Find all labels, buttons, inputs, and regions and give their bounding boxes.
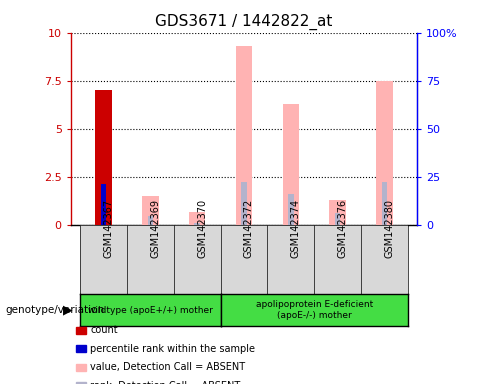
Bar xyxy=(95,90,112,225)
Text: ▶: ▶ xyxy=(62,304,72,316)
Text: GSM142370: GSM142370 xyxy=(197,199,207,258)
Text: value, Detection Call = ABSENT: value, Detection Call = ABSENT xyxy=(90,362,245,372)
Bar xyxy=(288,192,294,225)
Bar xyxy=(376,81,393,225)
Bar xyxy=(194,223,200,225)
Bar xyxy=(189,212,205,225)
Bar xyxy=(241,182,247,225)
Text: rank, Detection Call = ABSENT: rank, Detection Call = ABSENT xyxy=(90,381,241,384)
Text: GSM142369: GSM142369 xyxy=(150,199,161,258)
Text: count: count xyxy=(90,325,118,335)
Text: GSM142367: GSM142367 xyxy=(103,199,114,258)
Text: wildtype (apoE+/+) mother: wildtype (apoE+/+) mother xyxy=(88,306,213,314)
Text: GSM142372: GSM142372 xyxy=(244,199,254,258)
Bar xyxy=(329,200,346,225)
Text: GSM142380: GSM142380 xyxy=(385,199,394,258)
Bar xyxy=(101,184,106,225)
Bar xyxy=(142,196,159,225)
Text: apolipoprotein E-deficient
(apoE-/-) mother: apolipoprotein E-deficient (apoE-/-) mot… xyxy=(256,300,373,320)
Bar xyxy=(236,46,252,225)
Title: GDS3671 / 1442822_at: GDS3671 / 1442822_at xyxy=(155,14,333,30)
Bar xyxy=(382,182,387,225)
Bar xyxy=(241,182,247,225)
Text: genotype/variation: genotype/variation xyxy=(5,305,104,315)
Bar xyxy=(288,194,294,225)
Text: percentile rank within the sample: percentile rank within the sample xyxy=(90,344,255,354)
Bar xyxy=(147,216,153,225)
Bar xyxy=(283,104,299,225)
Bar xyxy=(335,213,341,225)
Text: GSM142376: GSM142376 xyxy=(338,199,347,258)
Text: GSM142374: GSM142374 xyxy=(291,199,301,258)
